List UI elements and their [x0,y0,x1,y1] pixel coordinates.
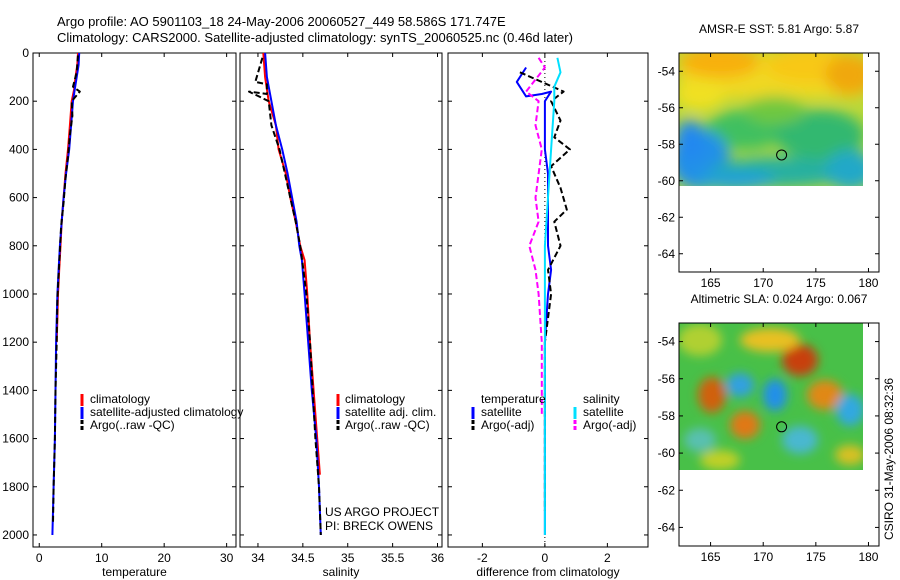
temperature-axes-frame [32,52,237,548]
salinity-xtick-label: 34.5 [291,551,315,565]
salinity-xtick-label: 34 [251,551,265,565]
difference-series-salinity-argo-adj [525,57,546,415]
legend-header-salinity: salinity [583,392,620,406]
salinity-xtick-label: 35.5 [381,551,405,565]
sla-map-xtick-label: 180 [858,550,878,564]
header-line1: Argo profile: AO 5901103_18 24-May-2006 … [57,14,506,29]
legend-temperature: climatology satellite-adjusted climatolo… [80,392,243,432]
sla-map-ytick-label: -58 [658,409,676,423]
sla-map-field [679,323,863,470]
legend-label-sal-argo: Argo(..raw -QC) [345,418,430,432]
temperature-series-satellite-adjusted-climatology [51,52,81,536]
salinity-series-climatology [262,52,321,475]
sst-map-xtick-label: 180 [858,276,878,290]
sla-map-ytick-label: -56 [658,372,676,386]
difference-xlabel: difference from climatology [476,565,619,579]
sst-map-ytick-label: -62 [658,210,676,224]
legend-difference: temperature salinity satellite Argo(-adj… [471,392,636,432]
salinity-xtick-label: 35 [341,551,355,565]
temperature-ytick-label: 200 [9,94,29,108]
sla-map-xtick-label: 175 [806,550,826,564]
sla-map-ytick-label: -54 [658,335,676,349]
sla-map-title: Altimetric SLA: 0.024 Argo: 0.067 [691,292,868,306]
sla-map-axes-frame [678,322,880,547]
difference-xtick-label: 2 [604,551,611,565]
temperature-ytick-label: 800 [9,239,29,253]
difference-series-salinity-satellite [543,57,562,535]
difference-xtick-label: -2 [477,551,488,565]
temperature-ytick-label: 0 [22,46,29,60]
salinity-series-satellite-adj-clim [264,52,322,536]
salinity-series-argo-raw-qc [248,57,322,536]
legend-label-climatology: climatology [90,392,150,406]
temperature-ytick-label: 2000 [2,528,29,542]
sst-map-xtick-label: 170 [753,276,773,290]
sla-map-argo-marker [776,421,788,433]
legend-label-diff-sal-satellite: satellite [583,405,624,419]
credit-text: CSIRO 31-May-2006 08:32:36 [882,378,896,540]
project-annotation: US ARGO PROJECT [325,505,440,519]
salinity-xtick-label: 36 [431,551,445,565]
temperature-ytick-label: 1200 [2,335,29,349]
sst-map-axes-frame [678,52,880,273]
temperature-ytick-label: 1800 [2,480,29,494]
plots-layer: 0 10 20 30020040060080010001200140016001800… [2,22,880,579]
sst-map-ytick-label: -56 [658,101,676,115]
difference-axes-frame [447,52,649,548]
legend-label-diff-sal-argo: Argo(-adj) [583,418,636,432]
sst-map-ytick-label: -58 [658,137,676,151]
difference-series-temperature-argo-adj [519,71,571,511]
salinity-xlabel: salinity [323,565,360,579]
sst-map-ytick-label: -64 [658,247,676,261]
temperature-xtick-label: 0 [36,551,43,565]
legend-label-diff-temp-argo: Argo(-adj) [481,418,534,432]
sla-map-ytick-label: -62 [658,483,676,497]
header-line2: Climatology: CARS2000. Satellite-adjuste… [57,30,573,45]
salinity-axes-frame [239,52,443,548]
sst-map-title: AMSR-E SST: 5.81 Argo: 5.87 [699,22,859,36]
temperature-ytick-label: 600 [9,191,29,205]
temperature-ytick-label: 1400 [2,383,29,397]
sst-map-xtick-label: 165 [701,276,721,290]
temperature-xtick-label: 30 [220,551,234,565]
temperature-ytick-label: 1600 [2,432,29,446]
temperature-ytick-label: 400 [9,142,29,156]
temperature-xtick-label: 10 [95,551,109,565]
temperature-ytick-label: 1000 [2,287,29,301]
legend-label-sal-climatology: climatology [345,392,405,406]
sst-map-ytick-label: -54 [658,64,676,78]
legend-label-diff-temp-satellite: satellite [481,405,522,419]
legend-label-satellite-adjusted: satellite-adjusted climatology [90,405,243,419]
sst-map-xtick-label: 175 [806,276,826,290]
temperature-xlabel: temperature [102,565,167,579]
pi-annotation: PI: BRECK OWENS [325,519,433,533]
legend-salinity: climatology satellite adj. clim. Argo(..… [336,392,436,432]
legend-header-temperature: temperature [481,392,546,406]
difference-xtick-label: 0 [542,551,549,565]
sst-map-field [679,53,863,186]
difference-series-temperature-satellite [515,66,553,535]
sst-map-argo-marker [776,149,788,161]
legend-label-sal-satellite: satellite adj. clim. [345,405,436,419]
sla-map-ytick-label: -60 [658,446,676,460]
sla-map-xtick-label: 165 [701,550,721,564]
sst-map-ytick-label: -60 [658,174,676,188]
legend-label-argo: Argo(..raw -QC) [90,418,175,432]
sla-map-xtick-label: 170 [753,550,773,564]
temperature-xtick-label: 20 [157,551,171,565]
temperature-series-argo-raw-qc [52,55,81,523]
sla-map-ytick-label: -64 [658,520,676,534]
